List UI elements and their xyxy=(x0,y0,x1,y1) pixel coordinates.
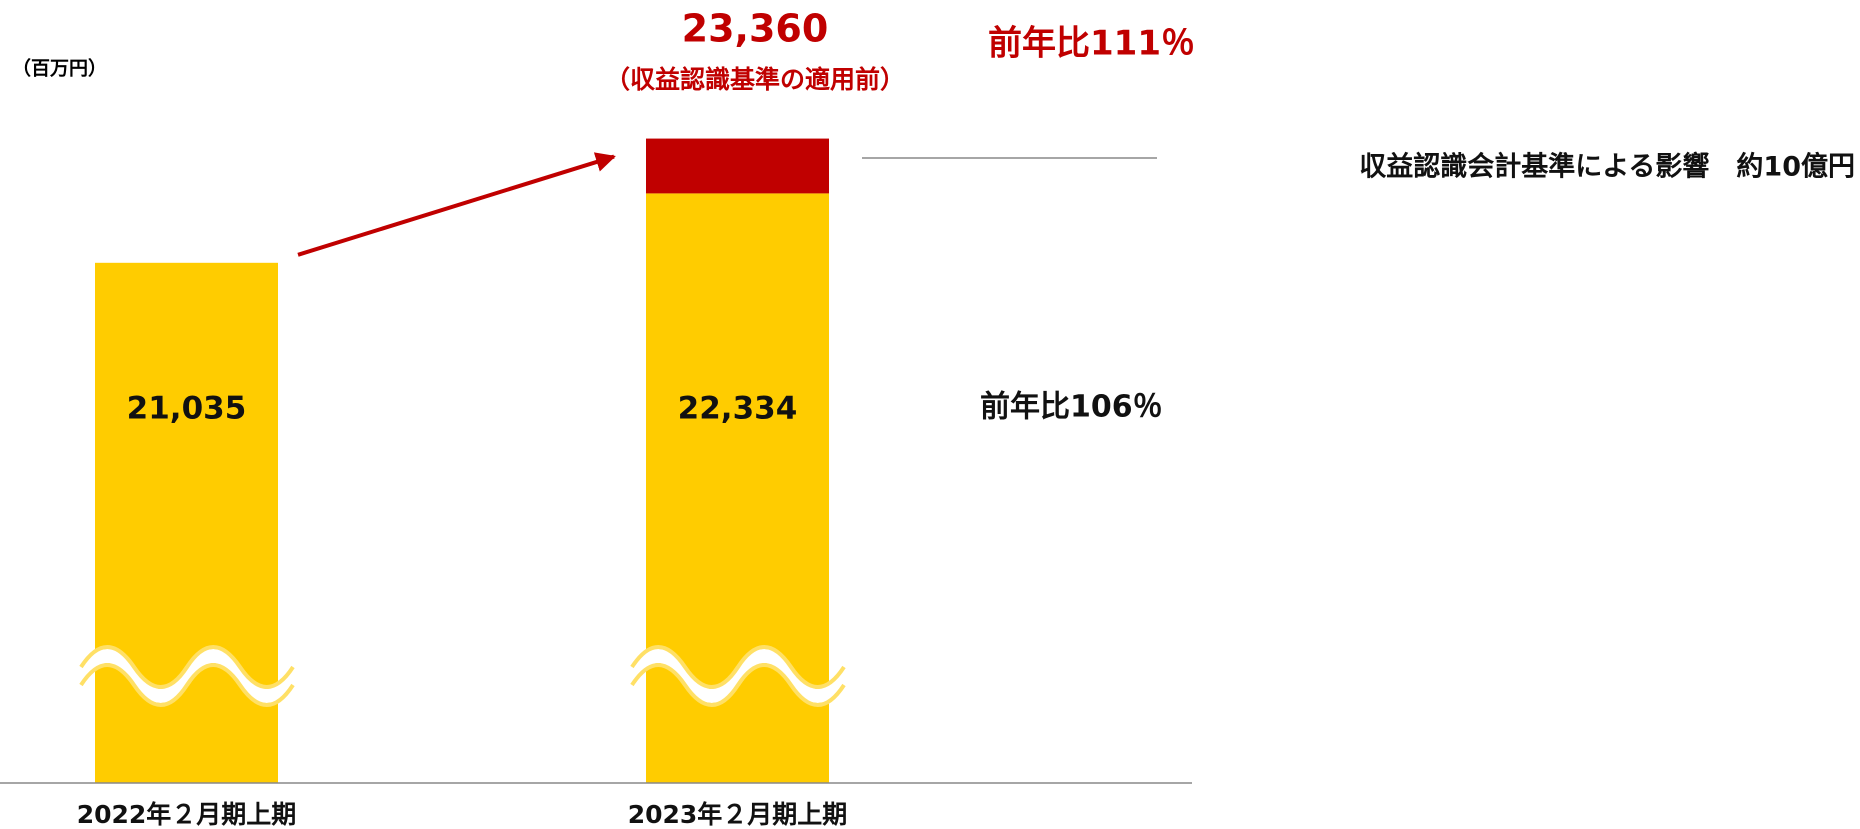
total-label: 23,360 xyxy=(682,7,829,51)
value-label: 21,035 xyxy=(127,391,247,427)
growth-total: 前年比111％ xyxy=(988,24,1195,64)
bar-segment xyxy=(646,138,829,194)
bar-segment xyxy=(95,262,278,783)
x-tick-label: 2023年２月期上期 xyxy=(628,800,848,829)
axis-break-edge xyxy=(630,663,846,707)
growth-base: 前年比106％ xyxy=(980,390,1163,425)
total-note: （収益認識基準の適用前） xyxy=(605,65,905,94)
axis-break-edge xyxy=(630,645,846,689)
axis-break xyxy=(75,649,299,703)
impact-label: 収益認識会計基準による影響 約10億円 xyxy=(1359,151,1855,183)
value-label: 22,334 xyxy=(678,391,798,427)
axis-break xyxy=(626,649,850,703)
x-tick-label: 2022年２月期上期 xyxy=(77,800,297,829)
unit-label: （百万円） xyxy=(12,57,107,80)
growth-arrow xyxy=(297,152,616,257)
axis-break-edge xyxy=(79,663,295,707)
axis-break-edge xyxy=(79,645,295,689)
